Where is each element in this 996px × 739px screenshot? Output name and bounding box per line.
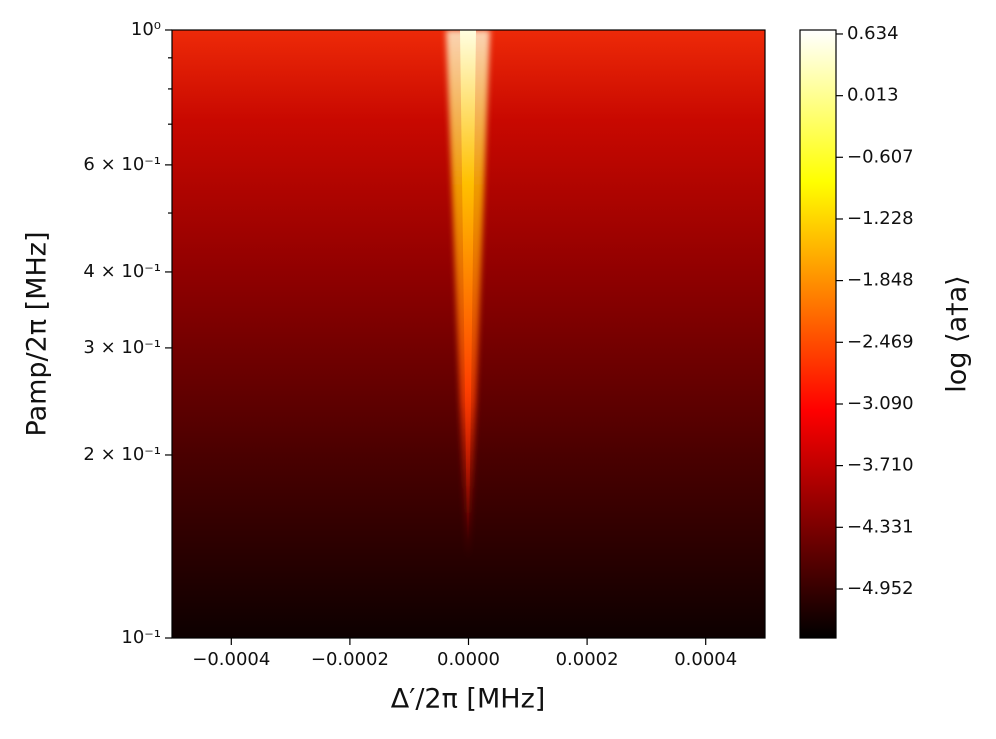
colorbar-tick-label: 0.013 — [847, 85, 899, 106]
colorbar-tick-label: −3.710 — [847, 455, 914, 476]
x-tick-label: −0.0004 — [192, 649, 270, 670]
colorbar-tick-label: −0.607 — [847, 146, 914, 167]
colorbar-tick-label: −1.228 — [847, 208, 914, 229]
colorbar-tick-label: −1.848 — [847, 270, 914, 291]
x-tick-label: 0.0000 — [437, 649, 500, 670]
y-tick-label: 10⁻¹ — [121, 627, 161, 648]
x-tick-label: 0.0004 — [674, 649, 737, 670]
x-axis-label: Δ′/2π [MHz] — [391, 684, 546, 715]
x-tick-label: 0.0002 — [556, 649, 619, 670]
colorbar-tick-label: −4.952 — [847, 578, 914, 599]
y-axis-label: Pamp/2π [MHz] — [22, 231, 53, 436]
colorbar-tick-label: −4.331 — [847, 516, 914, 537]
y-tick-label: 4 × 10⁻¹ — [83, 261, 161, 282]
colorbar-tick-label: −2.469 — [847, 331, 914, 352]
y-tick-label: 6 × 10⁻¹ — [83, 154, 161, 175]
colorbar-label: log ⟨a†a⟩ — [942, 275, 973, 392]
x-tick-label: −0.0002 — [311, 649, 389, 670]
colorbar-tick-label: −3.090 — [847, 393, 914, 414]
y-tick-label: 2 × 10⁻¹ — [83, 444, 161, 465]
y-tick-label: 3 × 10⁻¹ — [83, 337, 161, 358]
y-tick-label: 10⁰ — [131, 19, 161, 40]
colorbar-tick-label: 0.634 — [847, 23, 899, 44]
heatmap — [172, 30, 765, 638]
colorbar — [799, 29, 837, 639]
